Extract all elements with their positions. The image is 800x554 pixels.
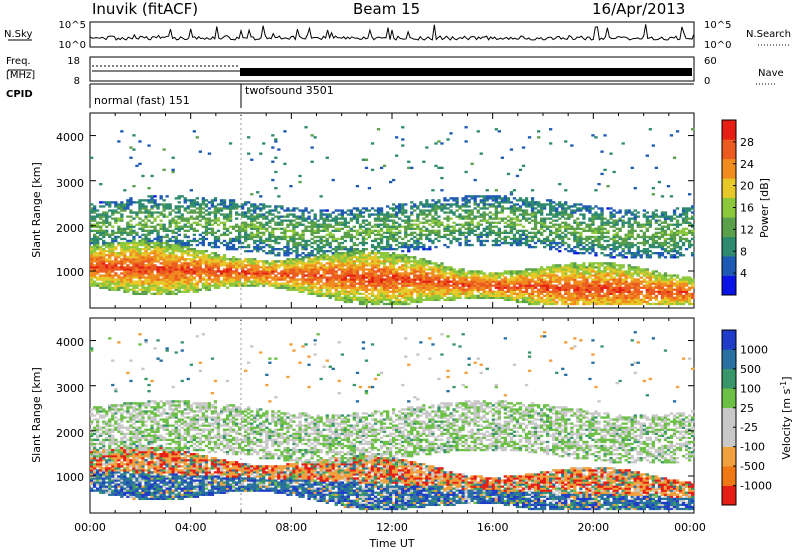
beam-title: Beam 15 <box>353 0 420 18</box>
cbar-tick: 24 <box>740 158 754 171</box>
freq-label: Freq. <box>6 56 31 67</box>
nsearch-tick-top: 10^5 <box>704 20 731 31</box>
cbar-tick: -1000 <box>740 480 772 493</box>
cbar-tick: 28 <box>740 136 754 149</box>
nave-label: Nave <box>758 68 784 79</box>
power-ylabel: Slant Range [km] <box>30 162 43 258</box>
nsky-label: N.Sky <box>4 29 32 40</box>
cbar-tick: 4 <box>740 267 747 280</box>
cbar-tick: 500 <box>740 363 761 376</box>
xtick-5: 20:00 <box>577 521 609 534</box>
cpid-mode-1: normal (fast) 151 <box>94 94 190 107</box>
velocity-heatmap <box>89 318 695 513</box>
cbar-tick: 8 <box>740 245 747 258</box>
cbar-tick: 100 <box>740 382 761 395</box>
freq-tick-top: 18 <box>67 56 80 67</box>
cbar-tick: -500 <box>740 460 765 473</box>
cbar-tick: 12 <box>740 223 754 236</box>
power-ytick-2000: 2000 <box>56 222 84 235</box>
cbar-tick: 20 <box>740 180 754 193</box>
nsearch-label: N.Search <box>746 29 791 40</box>
nsearch-tick-bottom: 10^0 <box>704 40 731 51</box>
xtick-1: 04:00 <box>175 521 207 534</box>
power-colorbar: Power [dB] 4 8 12 16 20 24 28 <box>721 119 771 296</box>
velocity-panel: 1000 2000 3000 4000 Slant Range [km] <box>30 317 695 514</box>
power-cbar-label: Power [dB] <box>758 178 771 238</box>
xtick-2: 08:00 <box>275 521 307 534</box>
vel-ytick-1000: 1000 <box>56 471 84 484</box>
power-ytick-1000: 1000 <box>56 266 84 279</box>
cbar-tick: 1000 <box>740 343 768 356</box>
power-panel: 1000 2000 3000 4000 Slant Range [km] <box>30 112 695 309</box>
cbar-tick: -25 <box>740 421 758 434</box>
vel-ytick-3000: 3000 <box>56 382 84 395</box>
velocity-colorbar: Velocity [m s-1] -1000 -500 -100 -25 25 100 50… <box>721 329 793 506</box>
x-axis: 00:00 04:00 08:00 12:00 16:00 20:00 00:0… <box>74 521 706 550</box>
nave-tick-top: 60 <box>704 56 717 67</box>
freq-panel: Freq. [MHz] 18 8 60 0 Nave <box>6 56 784 87</box>
date-title: 16/Apr/2013 <box>592 0 685 18</box>
cpid-row: CPID normal (fast) 151 twofsound 3501 <box>6 83 694 108</box>
vel-ylabel: Slant Range [km] <box>30 367 43 463</box>
nsky-tick-bottom: 10^0 <box>59 40 86 51</box>
power-ytick-4000: 4000 <box>56 131 84 144</box>
freq-tick-bottom: 8 <box>74 76 80 87</box>
vel-ytick-4000: 4000 <box>56 336 84 349</box>
xtick-0: 00:00 <box>74 521 106 534</box>
power-heatmap <box>89 113 695 308</box>
nsky-series <box>89 24 695 41</box>
nsky-panel: N.Sky 10^5 10^0 N.Search 10^5 10^0 <box>4 20 791 51</box>
xtick-4: 16:00 <box>477 521 509 534</box>
cbar-tick: 16 <box>740 202 754 215</box>
x-axis-label: Time UT <box>368 537 414 550</box>
freq-unit: [MHz] <box>6 70 35 81</box>
cbar-tick: 25 <box>740 402 754 415</box>
nsky-tick-top: 10^5 <box>59 20 86 31</box>
power-ytick-3000: 3000 <box>56 177 84 190</box>
cpid-label: CPID <box>6 89 33 100</box>
cbar-tick: -100 <box>740 441 765 454</box>
station-title: Inuvik (fitACF) <box>92 0 198 18</box>
xtick-6: 00:00 <box>674 521 706 534</box>
vel-ytick-2000: 2000 <box>56 427 84 440</box>
cpid-mode-2: twofsound 3501 <box>245 84 334 97</box>
nave-tick-bottom: 0 <box>704 76 710 87</box>
vel-cbar-label: Velocity [m s-1] <box>779 376 793 459</box>
xtick-3: 12:00 <box>376 521 408 534</box>
